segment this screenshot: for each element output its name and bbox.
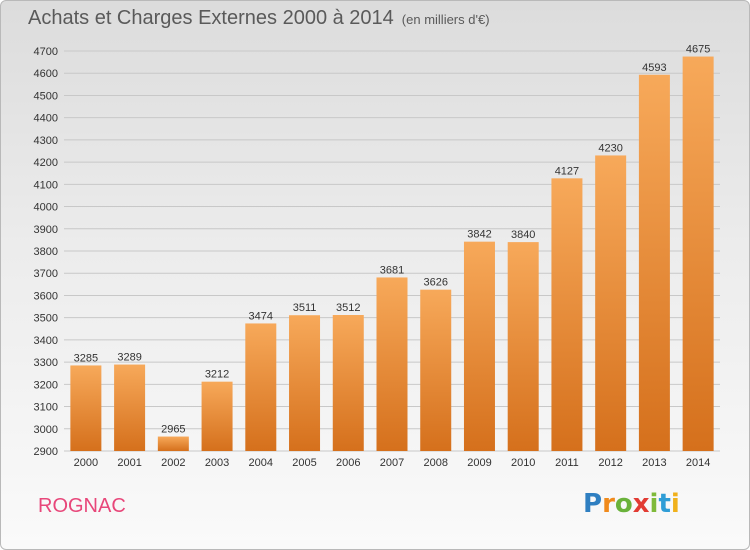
y-tick-label: 3600 (34, 290, 58, 302)
x-tick-label: 2011 (555, 457, 579, 469)
logo-letter: i (670, 489, 680, 519)
logo-letter: x (632, 489, 650, 519)
y-tick-label: 4100 (34, 179, 58, 191)
x-axis: 2000 2001 2002 2003 2004 2005 2006 2007 2008 2009… (74, 457, 711, 469)
y-tick-label: 4700 (34, 46, 58, 58)
bar-2001 (114, 364, 146, 451)
y-tick-label: 3900 (34, 224, 58, 236)
chart-subtitle: (en milliers d'€) (401, 12, 490, 27)
y-tick-label: 3400 (34, 335, 58, 347)
bar-2010 (507, 242, 539, 451)
x-tick-label: 2010 (511, 457, 535, 469)
bar-2003 (201, 381, 233, 451)
y-tick-label: 4200 (34, 157, 58, 169)
y-tick-label: 2900 (34, 446, 58, 458)
data-label-2001: 3289 (117, 352, 141, 364)
x-tick-label: 2005 (292, 457, 316, 469)
logo-letter: i (649, 489, 659, 519)
x-tick-label: 2000 (74, 457, 98, 469)
x-tick-label: 2014 (686, 457, 710, 469)
x-tick-label: 2001 (117, 457, 141, 469)
data-label-2012: 4230 (598, 142, 622, 154)
chart-title-text: Achats et Charges Externes 2000 à 2014 (28, 7, 394, 29)
data-label-2011: 4127 (555, 165, 579, 177)
y-tick-label: 3200 (34, 379, 58, 391)
y-tick-label: 4000 (34, 202, 58, 214)
bar-2002 (157, 436, 189, 451)
chart-title: Achats et Charges Externes 2000 à 2014 (e… (28, 7, 490, 30)
data-label-2008: 3626 (423, 277, 447, 289)
bar-2009 (463, 241, 495, 451)
data-label-2002: 2965 (161, 424, 185, 436)
bar-2004 (245, 323, 277, 451)
bar-2014 (682, 56, 714, 452)
logo-letter: o (614, 489, 633, 519)
logo-letter: P (583, 489, 603, 519)
data-label-2003: 3212 (205, 369, 229, 381)
bar-2007 (376, 277, 408, 451)
x-tick-label: 2013 (642, 457, 666, 469)
data-label-2007: 3681 (380, 264, 404, 276)
data-label-2000: 3285 (74, 352, 98, 364)
y-tick-label: 4600 (34, 68, 58, 80)
bar-2012 (595, 155, 627, 451)
x-tick-label: 2012 (598, 457, 622, 469)
y-tick-label: 4300 (34, 135, 58, 147)
data-label-2013: 4593 (642, 62, 666, 74)
x-tick-label: 2008 (423, 457, 447, 469)
bar-2006 (332, 315, 364, 451)
y-tick-label: 4500 (34, 90, 58, 102)
x-tick-label: 2007 (380, 457, 404, 469)
y-tick-label: 3300 (34, 357, 58, 369)
x-tick-label: 2004 (249, 457, 273, 469)
y-tick-label: 3000 (34, 424, 58, 436)
data-label-2010: 3840 (511, 229, 535, 241)
bar-2005 (289, 315, 321, 451)
bars (70, 56, 714, 452)
x-tick-label: 2003 (205, 457, 229, 469)
y-axis: 2900 3000 3100 3200 3300 3400 3500 3600 3700 3800… (34, 46, 58, 458)
bar-2008 (420, 289, 452, 451)
data-label-2004: 3474 (249, 310, 273, 322)
x-tick-label: 2006 (336, 457, 360, 469)
data-label-2005: 3511 (293, 302, 317, 314)
y-tick-label: 3100 (34, 402, 58, 414)
logo-letter: t (658, 489, 671, 519)
place-name: ROGNAC (38, 495, 126, 517)
data-label-2006: 3512 (336, 302, 360, 314)
data-label-2009: 3842 (467, 229, 491, 241)
proxiti-logo: Proxiti (583, 489, 680, 519)
y-tick-label: 4400 (34, 113, 58, 125)
logo-letter: r (602, 489, 615, 519)
bar-2011 (551, 178, 583, 452)
y-tick-label: 3800 (34, 246, 58, 258)
x-tick-label: 2002 (161, 457, 185, 469)
bar-2013 (638, 74, 670, 452)
y-tick-label: 3500 (34, 313, 58, 325)
bar-2000 (70, 365, 102, 451)
data-labels: 3285 3289 2965 3212 3474 3511 3512 3681 3626 3842… (74, 44, 711, 436)
y-tick-label: 3700 (34, 268, 58, 280)
x-tick-label: 2009 (467, 457, 491, 469)
data-label-2014: 4675 (686, 44, 710, 56)
